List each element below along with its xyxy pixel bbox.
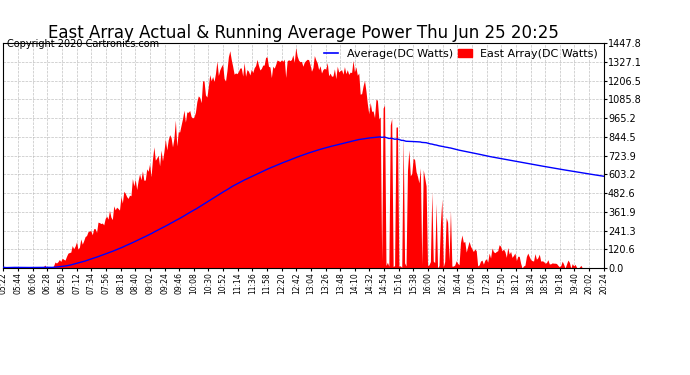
Title: East Array Actual & Running Average Power Thu Jun 25 20:25: East Array Actual & Running Average Powe… (48, 24, 559, 42)
Legend: Average(DC Watts), East Array(DC Watts): Average(DC Watts), East Array(DC Watts) (324, 49, 598, 59)
Text: Copyright 2020 Cartronics.com: Copyright 2020 Cartronics.com (7, 39, 159, 50)
